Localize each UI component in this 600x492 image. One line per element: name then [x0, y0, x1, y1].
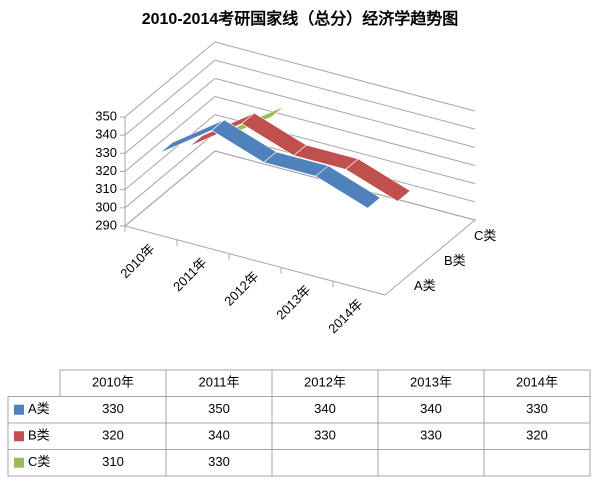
- table-value: 330: [102, 401, 124, 416]
- grid-line: [124, 41, 216, 118]
- grid-line: [124, 59, 216, 136]
- chart-title: 2010-2014考研国家线（总分）经济学趋势图: [142, 9, 459, 28]
- table-value: 310: [102, 454, 124, 469]
- x-tick-label: 2011年: [170, 255, 210, 295]
- grid-line: [214, 96, 476, 166]
- depth-label: B类: [444, 253, 466, 268]
- ribbon-segment: [315, 165, 381, 209]
- grid-line: [124, 114, 216, 191]
- x-tick-label: 2013年: [273, 282, 313, 322]
- y-tick-label: 290: [95, 217, 117, 232]
- grid-line: [124, 96, 216, 172]
- ribbon-segment: [345, 158, 411, 202]
- grid-line: [214, 59, 476, 130]
- grid-line: [124, 77, 216, 154]
- grid-line: [124, 132, 216, 209]
- x-tick-label: 2010年: [117, 241, 157, 281]
- table-value: 340: [420, 401, 442, 416]
- ribbon-segment: [159, 119, 225, 154]
- legend-label: B类: [28, 428, 50, 443]
- table-header: 2011年: [199, 375, 240, 390]
- legend-label: A类: [28, 401, 50, 416]
- y-tick-label: 310: [95, 181, 117, 196]
- table-value: 340: [314, 401, 336, 416]
- table-value: 330: [314, 428, 336, 443]
- table-value: 320: [526, 428, 548, 443]
- y-tick-label: 350: [95, 108, 117, 123]
- floor: [123, 150, 477, 296]
- depth-label: C类: [474, 228, 496, 243]
- grid-line: [124, 150, 216, 227]
- table-value: 350: [208, 401, 230, 416]
- y-tick-label: 330: [95, 145, 117, 160]
- y-tick-label: 320: [95, 163, 117, 178]
- table-value: 320: [102, 428, 124, 443]
- table-header: 2013年: [410, 375, 452, 390]
- x-tick-label: 2012年: [221, 268, 261, 308]
- table-header: 2010年: [92, 375, 134, 390]
- table-border: [7, 396, 591, 477]
- table-header: 2014年: [516, 375, 558, 390]
- grid-line: [214, 41, 476, 112]
- y-tick-label: 340: [95, 127, 117, 142]
- x-tick-label: 2014年: [325, 296, 365, 336]
- y-tick-label: 300: [95, 199, 117, 214]
- table-value: 330: [526, 401, 548, 416]
- table-value: 330: [420, 428, 442, 443]
- depth-label: A类: [414, 278, 436, 293]
- table-header: 2012年: [304, 375, 346, 390]
- legend-label: C类: [28, 454, 50, 469]
- legend-key: [14, 431, 24, 442]
- table-value: 340: [208, 428, 230, 443]
- table-value: 330: [208, 454, 230, 469]
- legend-key: [14, 404, 24, 415]
- grid-line: [214, 77, 476, 148]
- legend-key: [14, 457, 24, 468]
